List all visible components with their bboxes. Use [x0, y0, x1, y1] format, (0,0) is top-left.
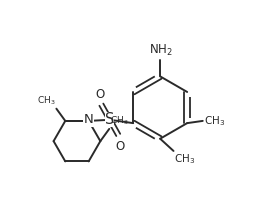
Text: O: O — [95, 88, 104, 101]
Text: O: O — [116, 140, 125, 153]
Text: S: S — [105, 112, 115, 127]
Text: CH$_3$: CH$_3$ — [110, 115, 128, 127]
Text: NH$_2$: NH$_2$ — [149, 43, 173, 58]
Text: N: N — [84, 113, 94, 126]
Text: CH$_3$: CH$_3$ — [37, 95, 56, 107]
Text: CH$_3$: CH$_3$ — [204, 114, 225, 128]
Text: CH$_3$: CH$_3$ — [174, 152, 196, 166]
